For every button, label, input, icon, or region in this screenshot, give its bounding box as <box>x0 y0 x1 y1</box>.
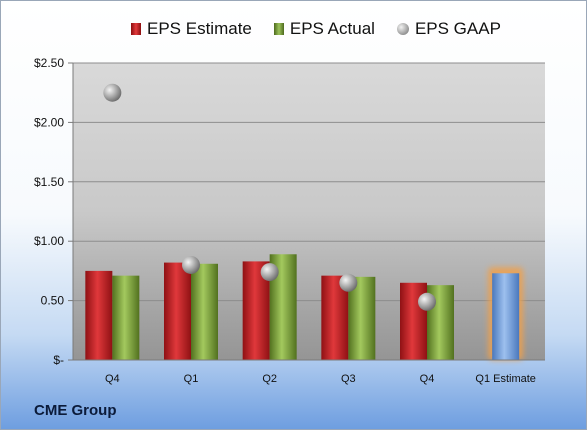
q1-estimate-bar <box>492 273 520 360</box>
y-tick-label: 0.50 <box>41 294 65 308</box>
company-name: CME Group <box>34 402 117 419</box>
eps-gaap-marker <box>103 83 122 102</box>
eps-gaap-marker <box>182 255 200 274</box>
legend-item-eps-actual: EPS Actual <box>273 19 375 39</box>
x-tick-label: Q1 <box>184 373 199 385</box>
x-tick-label: Q4 <box>420 373 435 385</box>
eps-actual-bar <box>112 275 140 360</box>
x-tick-label: Q4 <box>105 373 120 385</box>
eps-actual-swatch <box>273 23 284 35</box>
chart-legend: EPS Estimate EPS Actual EPS GAAP <box>131 18 501 40</box>
eps-gaap-marker <box>339 273 358 292</box>
y-tick-label: $2.50 <box>34 56 64 70</box>
y-tick-label: $1.00 <box>34 234 64 248</box>
x-tick-label: Q1 Estimate <box>475 373 536 385</box>
legend-item-eps-estimate: EPS Estimate <box>131 19 252 39</box>
eps-estimate-bar <box>85 270 113 360</box>
y-tick-label: $2.00 <box>34 115 64 129</box>
y-tick-label: $1.50 <box>34 175 64 189</box>
eps-actual-bar <box>191 263 218 360</box>
legend-label-eps-actual: EPS Actual <box>289 19 375 38</box>
eps-estimate-swatch <box>131 23 141 35</box>
x-tick-label: Q2 <box>262 373 277 385</box>
eps-actual-bar <box>348 276 376 360</box>
legend-label-eps-gaap: EPS GAAP <box>414 19 501 38</box>
eps-gaap-swatch <box>396 23 409 35</box>
eps-gaap-marker <box>260 263 279 282</box>
x-tick-label: Q3 <box>341 373 356 385</box>
eps-gaap-marker <box>418 292 436 311</box>
plot-area <box>73 63 545 360</box>
eps-estimate-bar <box>164 262 191 360</box>
legend-label-eps-estimate: EPS Estimate <box>147 19 252 38</box>
legend-item-eps-gaap: EPS GAAP <box>396 19 501 39</box>
y-tick-label: $- <box>53 353 64 367</box>
